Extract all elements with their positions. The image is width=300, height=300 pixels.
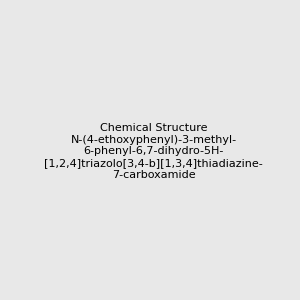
Text: Chemical Structure
N-(4-ethoxyphenyl)-3-methyl-
6-phenyl-6,7-dihydro-5H-
[1,2,4]: Chemical Structure N-(4-ethoxyphenyl)-3-… [44, 123, 263, 180]
